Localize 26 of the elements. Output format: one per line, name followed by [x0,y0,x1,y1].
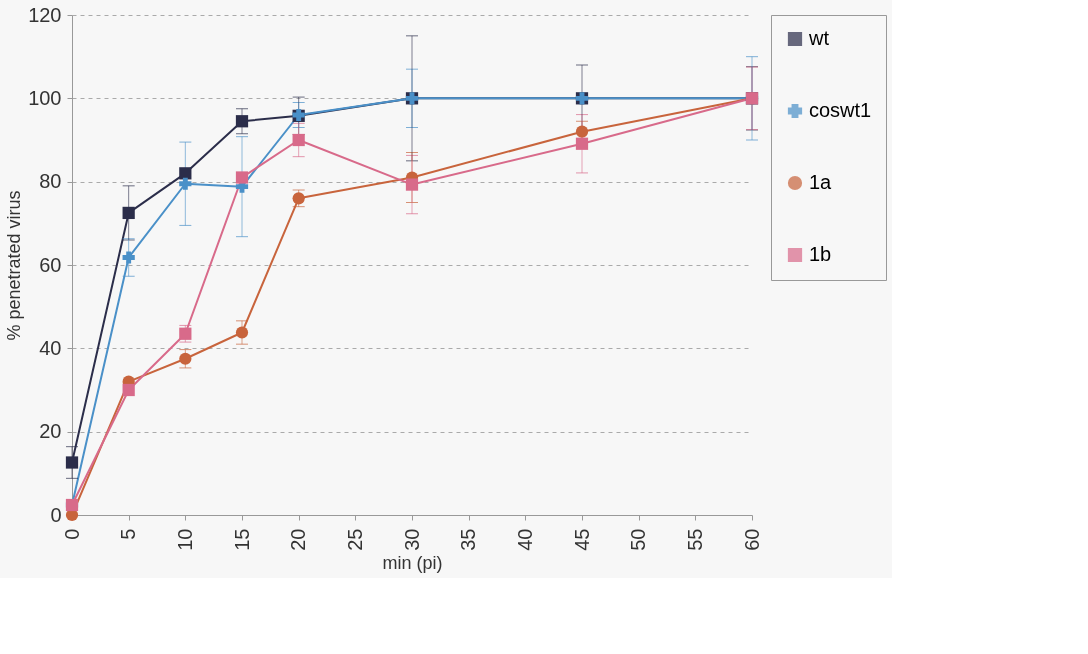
legend-label: 1a [809,171,833,193]
legend-label: wt [808,27,830,49]
x-tick-label: 0 [60,528,83,540]
x-tick-label: 40 [513,528,536,551]
x-tick-label: 25 [343,528,366,551]
y-tick-label: 120 [28,3,62,26]
y-axis-title: % penetrated virus [4,190,25,341]
x-tick-label: 10 [173,528,196,551]
legend-label: coswt1 [809,99,872,121]
y-tick-label: 40 [39,336,62,359]
x-tick-label: 50 [627,528,650,551]
y-tick-label: 100 [28,86,62,109]
x-tick-label: 20 [287,528,310,551]
y-tick-label: 60 [39,253,62,276]
x-tick-label: 45 [570,528,593,551]
x-tick-label: 35 [457,528,480,551]
y-tick-label: 80 [39,170,62,193]
y-tick-label: 20 [39,420,62,443]
x-tick-label: 5 [117,528,140,540]
legend-label: 1b [809,243,832,265]
y-tick-label: 0 [50,503,62,526]
x-tick-label: 60 [740,528,763,551]
x-tick-label: 30 [400,528,423,551]
x-tick-label: 15 [230,528,253,551]
x-axis-title: min (pi) [382,552,443,573]
x-tick-label: 55 [683,528,706,551]
